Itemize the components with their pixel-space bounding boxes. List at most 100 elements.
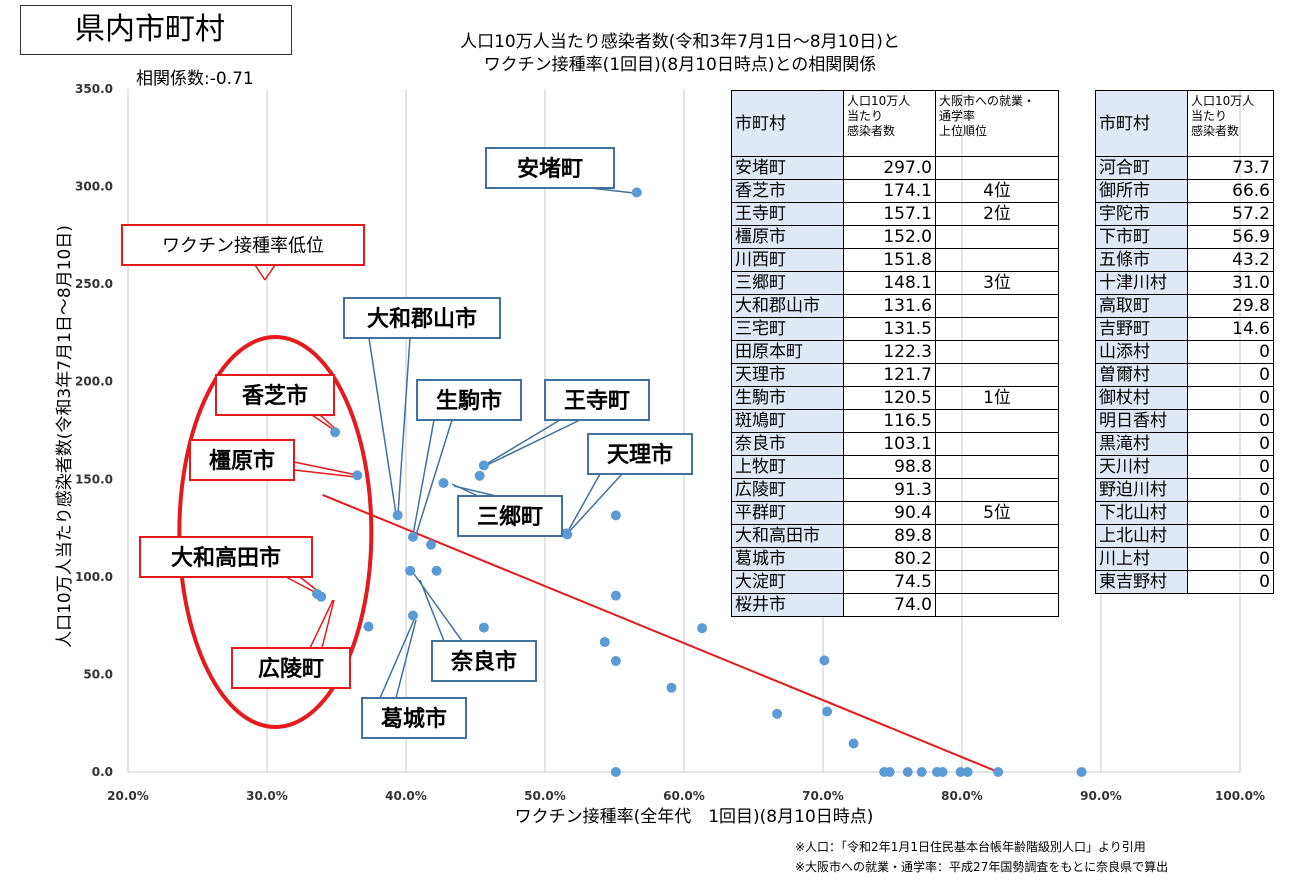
t2-value: 0 xyxy=(1187,455,1274,479)
callout-leader xyxy=(264,264,276,281)
callout-leader xyxy=(309,599,334,649)
t2-row: 野迫川村 0 xyxy=(1095,478,1274,502)
t1-header-name: 市町村 xyxy=(731,90,844,157)
t1-value: 122.3 xyxy=(843,340,936,364)
y-tick-label: 0.0 xyxy=(92,765,113,779)
t2-value: 0 xyxy=(1187,386,1274,410)
t2-row: 東吉野村 0 xyxy=(1095,570,1274,594)
t2-row: 御杖村 0 xyxy=(1095,386,1274,410)
t1-row: 王寺町 157.1 2位 xyxy=(731,202,1059,226)
x-tick-label: 100.0% xyxy=(1215,789,1265,803)
t1-rank xyxy=(935,455,1059,479)
data-point xyxy=(363,621,374,632)
data-point xyxy=(666,682,677,693)
t1-value: 131.6 xyxy=(843,294,936,318)
t1-row: 生駒市 120.5 1位 xyxy=(731,386,1059,410)
t1-name: 大和高田市 xyxy=(731,524,844,548)
x-tick-label: 40.0% xyxy=(385,789,427,803)
t1-name: 橿原市 xyxy=(731,225,844,249)
callout-box-nara xyxy=(431,640,537,682)
t1-name: 奈良市 xyxy=(731,432,844,456)
y-tick-label: 200.0 xyxy=(75,375,113,389)
t1-row: 天理市 121.7 xyxy=(731,363,1059,387)
t1-row: 三宅町 131.5 xyxy=(731,317,1059,341)
t1-header-rank: 大阪市への就業・ 通学率 上位順位 xyxy=(935,90,1059,157)
t2-row: 宇陀市 57.2 xyxy=(1095,202,1274,226)
callout-leader xyxy=(293,461,358,476)
t1-name: 王寺町 xyxy=(731,202,844,226)
t2-value: 73.7 xyxy=(1187,156,1274,180)
data-point xyxy=(610,510,621,521)
y-tick-label: 100.0 xyxy=(75,570,113,584)
t1-name: 天理市 xyxy=(731,363,844,387)
t1-row: 三郷町 148.1 3位 xyxy=(731,271,1059,295)
callout-label-low_vaccine: ワクチン接種率低位 xyxy=(162,235,324,256)
x-tick-label: 90.0% xyxy=(1080,789,1122,803)
t1-rank xyxy=(935,524,1059,548)
t1-rank: 1位 xyxy=(935,386,1059,410)
t1-name: 上牧町 xyxy=(731,455,844,479)
t1-value: 148.1 xyxy=(843,271,936,295)
t2-name: 曽爾村 xyxy=(1095,363,1188,387)
data-point xyxy=(631,187,642,198)
data-point xyxy=(772,708,783,719)
t2-value: 14.6 xyxy=(1187,317,1274,341)
data-point xyxy=(330,427,341,438)
low-vaccine-ellipse xyxy=(177,334,374,729)
t2-row: 黒滝村 0 xyxy=(1095,432,1274,456)
t2-name: 明日香村 xyxy=(1095,409,1188,433)
t2-row: 御所市 66.6 xyxy=(1095,179,1274,203)
t2-name: 下市町 xyxy=(1095,225,1188,249)
t1-value: 120.5 xyxy=(843,386,936,410)
data-point xyxy=(955,767,966,777)
t1-row: 田原本町 122.3 xyxy=(731,340,1059,364)
t2-header-name: 市町村 xyxy=(1095,90,1188,157)
data-point xyxy=(478,460,489,471)
callout-leader xyxy=(453,485,497,497)
t1-rank: 2位 xyxy=(935,202,1059,226)
t1-value: 157.1 xyxy=(843,202,936,226)
t1-name: 広陵町 xyxy=(731,478,844,502)
t1-rank: 5位 xyxy=(935,501,1059,525)
t1-value: 116.5 xyxy=(843,409,936,433)
t2-name: 川上村 xyxy=(1095,547,1188,571)
t2-row: 上北山村 0 xyxy=(1095,524,1274,548)
t2-row: 明日香村 0 xyxy=(1095,409,1274,433)
t1-rank xyxy=(935,156,1059,180)
t2-row: 川上村 0 xyxy=(1095,547,1274,571)
t1-value: 90.4 xyxy=(843,501,936,525)
t1-rank xyxy=(935,225,1059,249)
t1-name: 平群町 xyxy=(731,501,844,525)
callout-label-katsuragi: 葛城市 xyxy=(380,706,447,732)
t1-rank xyxy=(935,547,1059,571)
callout-leader xyxy=(482,419,561,467)
callout-leader xyxy=(321,599,335,649)
t2-row: 高取町 29.8 xyxy=(1095,294,1274,318)
callout-leader xyxy=(413,573,463,642)
t1-row: 斑鳩町 116.5 xyxy=(731,409,1059,433)
t1-rank xyxy=(935,340,1059,364)
callout-leader xyxy=(293,469,357,478)
t1-row: 橿原市 152.0 xyxy=(731,225,1059,249)
y-tick-label: 350.0 xyxy=(75,82,113,96)
t2-value: 29.8 xyxy=(1187,294,1274,318)
t2-name: 天川村 xyxy=(1095,455,1188,479)
t2-value: 0 xyxy=(1187,524,1274,548)
t1-rank xyxy=(935,570,1059,594)
t2-name: 十津川村 xyxy=(1095,271,1188,295)
t1-name: 安堵町 xyxy=(731,156,844,180)
t2-value: 0 xyxy=(1187,432,1274,456)
data-point xyxy=(993,767,1004,777)
t1-rank xyxy=(935,593,1059,617)
y-tick-label: 150.0 xyxy=(75,472,113,486)
data-point xyxy=(610,655,621,666)
data-point xyxy=(392,510,403,521)
t2-value: 0 xyxy=(1187,478,1274,502)
t1-value: 297.0 xyxy=(843,156,936,180)
t1-value: 89.8 xyxy=(843,524,936,548)
t1-rank xyxy=(935,432,1059,456)
t2-header-value: 人口10万人 当たり 感染者数 xyxy=(1187,90,1274,157)
callout-leader xyxy=(395,619,417,699)
correlation-coefficient: 相関係数:-0.71 xyxy=(136,69,254,89)
callout-label-koryo: 広陵町 xyxy=(258,656,324,682)
